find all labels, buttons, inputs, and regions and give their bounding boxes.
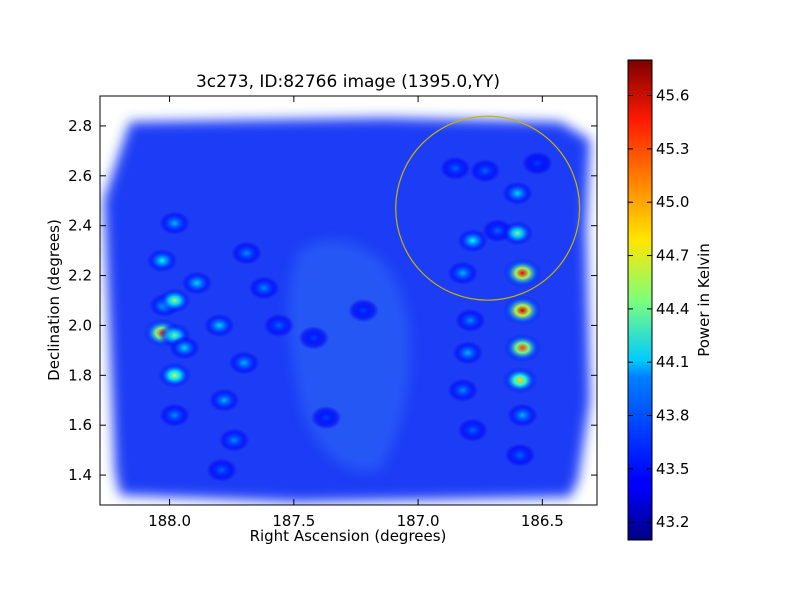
source-blob — [502, 366, 538, 394]
colorbar-label: Power in Kelvin — [695, 243, 713, 357]
x-axis-label: Right Ascension (degrees) — [250, 527, 447, 545]
y-tick-label: 1.8 — [68, 366, 92, 384]
source-blob — [439, 156, 471, 181]
colorbar-gradient — [627, 59, 653, 541]
source-blob — [469, 159, 501, 183]
source-blob — [158, 288, 191, 313]
source-blob — [310, 405, 342, 430]
source-blob — [454, 308, 486, 333]
x-tick-label: 187.5 — [272, 512, 315, 530]
x-axis-ticks: 188.0 187.5 187.0 186.5 — [148, 96, 564, 530]
chart-title: 3c273, ID:82766 image (1395.0,YY) — [196, 72, 500, 92]
source-blob — [504, 443, 536, 467]
colorbar-tick-label: 45.0 — [656, 193, 689, 211]
source-blob — [452, 341, 484, 365]
source-blob — [457, 418, 489, 442]
source-blob — [501, 220, 534, 246]
y-tick-label: 2.0 — [68, 316, 92, 334]
y-tick-label: 2.4 — [68, 217, 92, 235]
source-blob — [146, 248, 178, 273]
colorbar-tick-label: 44.4 — [656, 300, 689, 318]
source-blob — [228, 351, 260, 375]
source-blob — [502, 181, 533, 206]
source-blob — [507, 403, 538, 428]
source-blob — [181, 271, 213, 295]
source-blob — [502, 295, 543, 326]
colorbar-tick-label: 43.8 — [656, 407, 689, 425]
source-blob — [159, 403, 190, 428]
source-blob — [231, 241, 263, 265]
y-tick-label: 2.8 — [68, 117, 92, 135]
x-tick-label: 187.0 — [397, 512, 440, 530]
colorbar: 43.2 43.5 43.8 44.1 44.4 44.7 45.0 45.3 45.6 Pow… — [627, 59, 713, 541]
colorbar-tick-label: 45.3 — [656, 140, 689, 158]
colorbar-tick-label: 44.1 — [656, 353, 689, 371]
source-blob — [203, 313, 235, 338]
source-blob — [447, 378, 479, 403]
source-blob — [348, 298, 379, 323]
source-blob — [248, 276, 280, 300]
colorbar-ticks: 43.2 43.5 43.8 44.1 44.4 44.7 45.0 45.3 45.6 — [628, 87, 689, 531]
radio-sources — [143, 151, 553, 482]
axes-frame — [99, 95, 598, 506]
source-blob — [159, 211, 190, 235]
source-blob — [169, 336, 200, 360]
source-blob — [263, 313, 295, 338]
source-blob — [503, 333, 542, 363]
source-blob — [208, 388, 240, 413]
source-blob — [447, 261, 479, 285]
source-blob — [206, 458, 238, 482]
x-tick-label: 188.0 — [148, 512, 191, 530]
x-tick-label: 186.5 — [521, 512, 564, 530]
colorbar-tick-label: 43.5 — [656, 460, 689, 478]
colorbar-tick-label: 43.2 — [656, 513, 689, 531]
colorbar-tick-label: 44.7 — [656, 247, 689, 265]
source-blob — [157, 362, 192, 389]
source-blob — [521, 151, 553, 176]
colorbar-tick-label: 45.6 — [656, 87, 689, 105]
source-blob — [503, 258, 542, 288]
y-tick-label: 2.2 — [68, 267, 92, 285]
plot-area — [99, 95, 598, 506]
y-tick-label: 1.6 — [68, 416, 92, 434]
source-blob — [298, 326, 330, 350]
y-axis-label: Declination (degrees) — [45, 219, 63, 381]
y-tick-label: 1.4 — [68, 466, 92, 484]
source-circle — [395, 115, 581, 301]
source-blob — [218, 428, 250, 452]
y-axis-ticks: 1.4 1.6 1.8 2.0 2.2 2.4 2.6 2.8 — [68, 117, 597, 484]
y-tick-label: 2.6 — [68, 167, 92, 185]
source-blob — [457, 228, 489, 253]
